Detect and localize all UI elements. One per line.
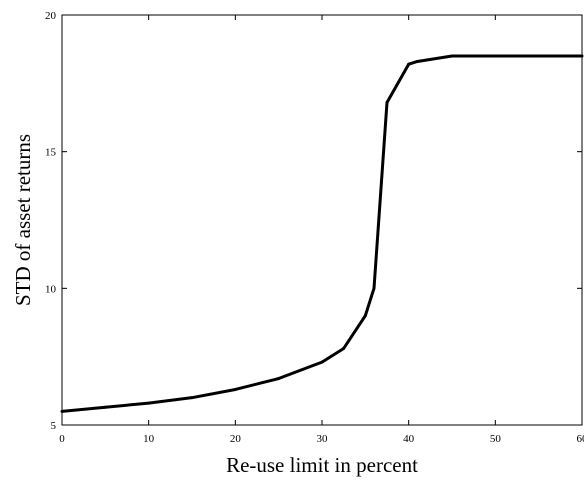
x-tick-label: 0: [59, 433, 65, 445]
x-tick-label: 30: [317, 433, 329, 445]
data-point: [537, 55, 540, 58]
data-point: [364, 314, 367, 317]
data-point: [416, 60, 419, 63]
x-tick-label: 10: [143, 433, 155, 445]
data-point: [147, 402, 150, 405]
x-tick-label: 20: [230, 433, 242, 445]
x-axis-ticks: 0 10 20 30 40 50 60: [59, 15, 584, 445]
y-tick-label: 20: [45, 10, 57, 22]
data-point: [61, 410, 64, 413]
data-point: [104, 406, 107, 409]
y-axis-ticks: 5 10 15 20: [45, 10, 582, 432]
x-tick-label: 50: [490, 433, 502, 445]
data-point: [581, 55, 584, 58]
y-tick-label: 10: [45, 283, 57, 295]
data-point: [191, 396, 194, 399]
y-tick-label: 15: [45, 147, 57, 159]
series-points: [61, 55, 584, 413]
data-point: [342, 347, 345, 350]
y-tick-label: 5: [51, 420, 57, 432]
data-point: [373, 287, 376, 290]
x-tick-label: 60: [577, 433, 584, 445]
x-tick-label: 40: [403, 433, 415, 445]
data-point: [277, 377, 280, 380]
x-axis-label: Re-use limit in percent: [226, 453, 418, 477]
data-point: [234, 388, 237, 391]
data-point: [407, 63, 410, 66]
data-point: [451, 55, 454, 58]
y-axis-label: STD of asset returns: [11, 134, 35, 306]
data-point: [321, 361, 324, 364]
series-line: [62, 56, 582, 411]
data-point: [386, 101, 389, 104]
data-point: [494, 55, 497, 58]
